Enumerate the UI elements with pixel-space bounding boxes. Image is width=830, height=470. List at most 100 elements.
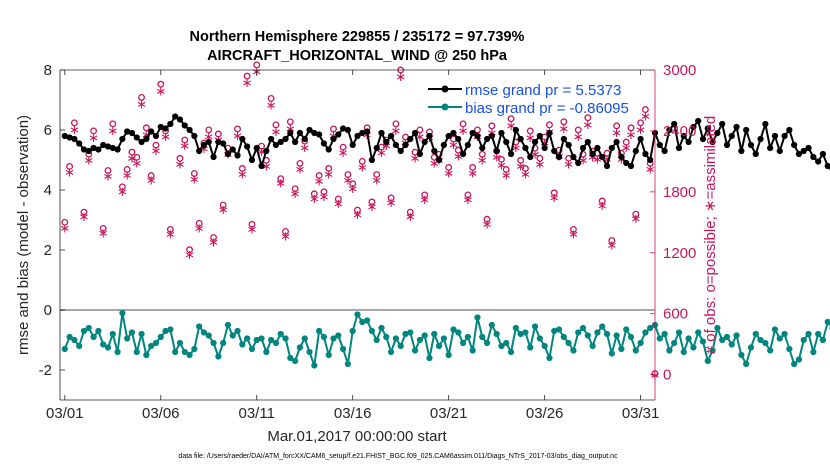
obs-possible-point bbox=[416, 126, 424, 134]
obs-possible-point bbox=[325, 165, 333, 172]
obs-possible-point bbox=[210, 234, 217, 241]
rmse-point bbox=[66, 134, 73, 141]
bias-point bbox=[104, 344, 112, 351]
obs-assimilated-point: ∗ bbox=[107, 124, 118, 139]
bias-point bbox=[90, 333, 97, 341]
bias-point bbox=[435, 342, 443, 350]
bias-point bbox=[637, 339, 644, 347]
obs-possible-point bbox=[569, 225, 577, 233]
bias-point bbox=[176, 339, 184, 347]
obs-possible-point bbox=[61, 218, 69, 226]
obs-possible-point bbox=[406, 208, 414, 216]
rmse-point bbox=[61, 132, 68, 140]
obs-possible-point bbox=[469, 164, 477, 171]
rmse-point bbox=[728, 132, 735, 140]
rmse-point bbox=[723, 141, 731, 149]
obs-assimilated-point: ∗ bbox=[491, 150, 502, 165]
rmse-point bbox=[517, 135, 524, 143]
rmse-point bbox=[565, 141, 572, 149]
bias-point bbox=[364, 317, 371, 324]
obs-possible-point bbox=[474, 126, 481, 134]
rmse-point bbox=[234, 152, 241, 159]
bias-point bbox=[411, 347, 419, 354]
obs-possible-point bbox=[641, 106, 649, 114]
obs-possible-point bbox=[507, 115, 515, 123]
rmse-point bbox=[349, 141, 356, 149]
bias-point bbox=[114, 348, 121, 356]
bias-point bbox=[387, 348, 395, 356]
rmse-point bbox=[325, 146, 332, 153]
rmse-point bbox=[714, 129, 721, 137]
obs-assimilated-point: ∗ bbox=[69, 123, 80, 138]
rmse-point bbox=[795, 150, 803, 158]
obs-assimilated-point: ∗ bbox=[501, 169, 512, 184]
rmse-point bbox=[76, 140, 83, 147]
obs-possible-point bbox=[147, 172, 155, 180]
bias-point bbox=[704, 357, 711, 365]
rmse-point bbox=[287, 129, 294, 137]
bias-point bbox=[349, 327, 356, 335]
obs-assimilated-point: ∗ bbox=[194, 221, 205, 236]
obs-possible-point bbox=[368, 198, 376, 206]
bias-point bbox=[599, 323, 606, 330]
rmse-point bbox=[709, 138, 716, 146]
bias-point bbox=[426, 354, 433, 362]
obs-assimilated-point: ∗ bbox=[606, 239, 617, 254]
bias-point bbox=[743, 360, 750, 368]
y-tick-label: 4 bbox=[44, 182, 52, 199]
rmse-point bbox=[162, 125, 169, 132]
rmse-point bbox=[296, 129, 304, 137]
rmse-point bbox=[301, 135, 308, 143]
y-tick-label: -2 bbox=[39, 362, 52, 379]
rmse-point bbox=[560, 135, 567, 143]
y-tick-label: 0 bbox=[44, 302, 52, 319]
rmse-point bbox=[316, 131, 323, 138]
obs-assimilated-point: ∗ bbox=[563, 157, 574, 172]
obs-assimilated-point: ∗ bbox=[266, 99, 277, 114]
obs-assimilated-point: ∗ bbox=[506, 119, 517, 134]
rmse-point bbox=[200, 141, 208, 149]
rmse-point bbox=[272, 141, 280, 149]
bias-point bbox=[570, 347, 577, 354]
obs-possible-point bbox=[118, 183, 126, 191]
rmse-point bbox=[536, 132, 543, 140]
bias-point bbox=[680, 348, 687, 356]
rmse-point bbox=[210, 153, 217, 161]
obs-possible-point bbox=[349, 180, 357, 188]
obs-possible-point bbox=[536, 154, 544, 162]
rmse-point bbox=[148, 128, 155, 135]
obs-assimilated-point: ∗ bbox=[640, 110, 651, 125]
y-right-tick-label: 3000 bbox=[663, 62, 696, 79]
bias-point bbox=[690, 344, 697, 351]
x-tick-label: 03/01 bbox=[46, 405, 84, 422]
obs-possible-point bbox=[234, 125, 241, 133]
bias-point bbox=[296, 344, 304, 351]
obs-possible-point bbox=[373, 171, 381, 179]
bias-point bbox=[747, 344, 755, 351]
bias-point bbox=[661, 330, 668, 338]
bias-point bbox=[210, 339, 217, 347]
obs-possible-point bbox=[459, 120, 467, 128]
obs-assimilated-point: ∗ bbox=[525, 131, 536, 146]
bias-point bbox=[234, 327, 241, 335]
obs-possible-point bbox=[282, 227, 289, 235]
x-tick-label: 03/11 bbox=[239, 405, 275, 422]
obs-possible-point bbox=[272, 121, 280, 129]
bias-point bbox=[109, 330, 116, 338]
bias-point bbox=[623, 326, 630, 333]
obs-possible-point bbox=[152, 141, 160, 149]
bias-point bbox=[66, 333, 73, 341]
rmse-point bbox=[594, 144, 601, 152]
bias-point bbox=[119, 309, 126, 317]
obs-assimilated-point: ∗ bbox=[381, 139, 392, 154]
y-tick-label: 8 bbox=[44, 62, 52, 79]
obs-assimilated-point: ∗ bbox=[587, 150, 598, 165]
bias-point bbox=[373, 336, 380, 344]
rmse-point bbox=[440, 141, 447, 149]
rmse-point bbox=[546, 129, 553, 137]
rmse-point bbox=[685, 138, 692, 146]
obs-assimilated-point: ∗ bbox=[131, 156, 142, 171]
obs-possible-point bbox=[574, 126, 582, 134]
rmse-point bbox=[292, 138, 299, 146]
bias-point bbox=[627, 333, 635, 341]
